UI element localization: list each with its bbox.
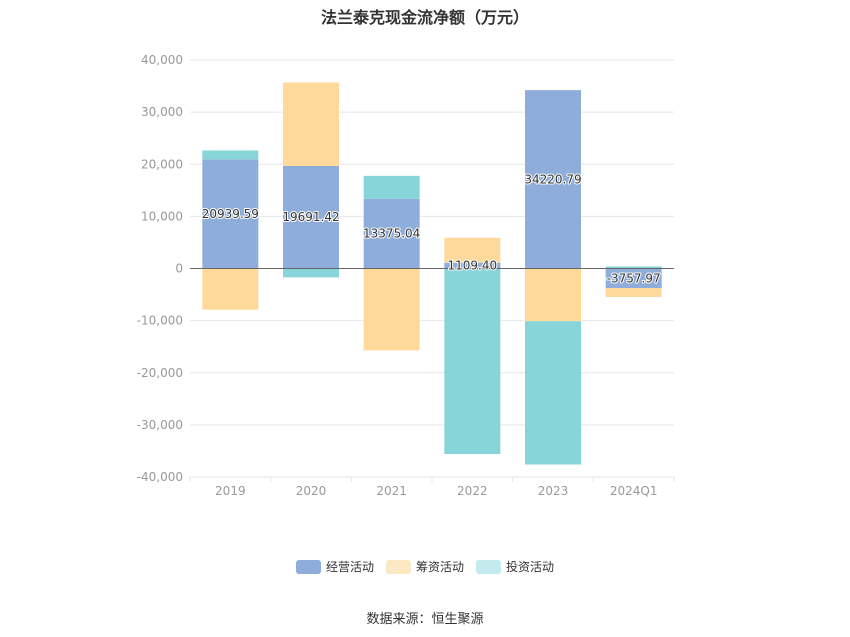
bar-investing-2024Q1[interactable] [605,266,662,269]
y-tick-label: 40,000 [141,53,183,67]
legend-swatch-investing [476,559,501,574]
bar-operating-2024Q1[interactable] [605,268,662,289]
legend-label-financing: 筹资活动 [415,560,464,574]
legend-item-financing[interactable]: 筹资活动 [385,558,464,575]
y-axis-ticks: 40,000 30,000 20,000 10,000 0 -10,000 -20,000 -… [137,53,183,484]
bar-financing-2022[interactable] [444,237,501,263]
bar-financing-2021[interactable] [363,268,420,351]
y-tick-label: 0 [175,262,183,276]
data-label-operating-2021: 13375.04 [363,227,420,241]
x-tick-label: 2022 [457,484,488,498]
legend-label-operating: 经营活动 [325,560,374,574]
y-tick-label: 10,000 [141,209,183,223]
data-label-operating-2023: 34220.79 [524,172,581,186]
bar-investing-2023[interactable] [525,321,581,465]
bar-operating-2021[interactable] [363,198,420,269]
bar-operating-2022[interactable] [444,262,501,269]
x-tick-label: 2019 [215,484,246,498]
bar-operating-2020[interactable] [283,165,339,269]
data-label-operating-2019: 20939.59 [202,207,259,221]
bar-financing-2023[interactable] [525,268,581,322]
legend-swatch-operating [295,559,321,574]
legend-swatch-financing [385,559,411,574]
bar-operating-2023[interactable] [525,90,581,269]
data-label-operating-2024Q1: -3757.97 [607,271,661,285]
x-axis-ticks: 2019 2020 2021 2022 2023 2024Q1 [189,476,675,498]
bar-operating-2019[interactable] [202,159,259,269]
legend-item-investing[interactable]: 投资活动 [476,558,554,575]
x-tick-label: 2020 [296,484,327,498]
y-tick-label: -40,000 [137,470,183,484]
data-label-operating-2022: 1109.40 [448,259,498,273]
y-tick-label: -30,000 [137,418,183,432]
bar-financing-2020[interactable] [283,82,339,166]
bar-investing-2022[interactable] [444,268,501,455]
bar-financing-2019[interactable] [202,268,259,310]
data-source: 数据来源：恒生聚源 [366,612,484,627]
bar-financing-2024Q1[interactable] [605,288,662,297]
x-tick-label: 2021 [376,484,407,498]
data-label-operating-2020: 19691.42 [282,210,339,224]
chart-title: 法兰泰克现金流净额（万元） [320,8,529,27]
bar-investing-2019[interactable] [202,150,259,160]
y-tick-label: -10,000 [137,314,183,328]
x-tick-label: 2023 [538,484,569,498]
chart-plot: 20939.59 19691.42 13375.04 1109.40 34220.79 -… [137,53,675,498]
data-label-layer: 20939.59 19691.42 13375.04 1109.40 34220.79 -… [201,171,662,286]
legend-label-investing: 投资活动 [506,560,555,574]
y-tick-label: 30,000 [141,105,183,119]
y-tick-label: 20,000 [141,157,183,171]
bar-investing-2021[interactable] [363,175,420,199]
bar-layer [202,82,662,465]
legend-item-operating[interactable]: 经营活动 [295,558,374,575]
legend: 经营活动 筹资活动 投资活动 [0,558,850,575]
bar-investing-2020[interactable] [283,268,339,278]
y-tick-label: -20,000 [137,366,183,380]
x-tick-label: 2024Q1 [610,484,658,498]
